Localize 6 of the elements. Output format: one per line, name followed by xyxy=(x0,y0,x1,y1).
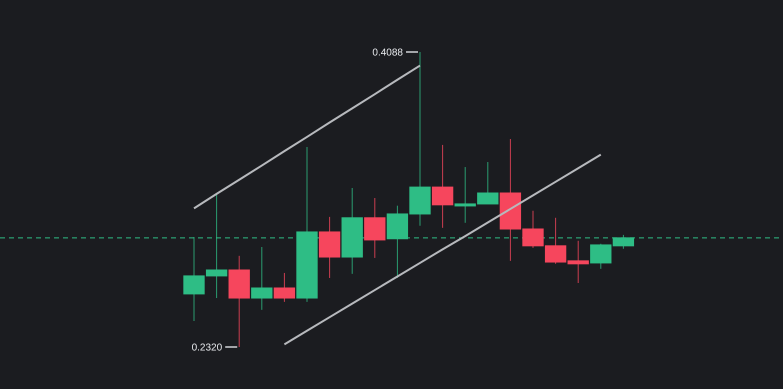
annotation: 0.4088 xyxy=(372,48,404,58)
candlestick xyxy=(274,272,296,302)
candlestick xyxy=(432,144,454,228)
candlestick xyxy=(251,246,272,310)
annotation: 0.2320 xyxy=(192,342,223,354)
candlestick xyxy=(364,198,386,258)
